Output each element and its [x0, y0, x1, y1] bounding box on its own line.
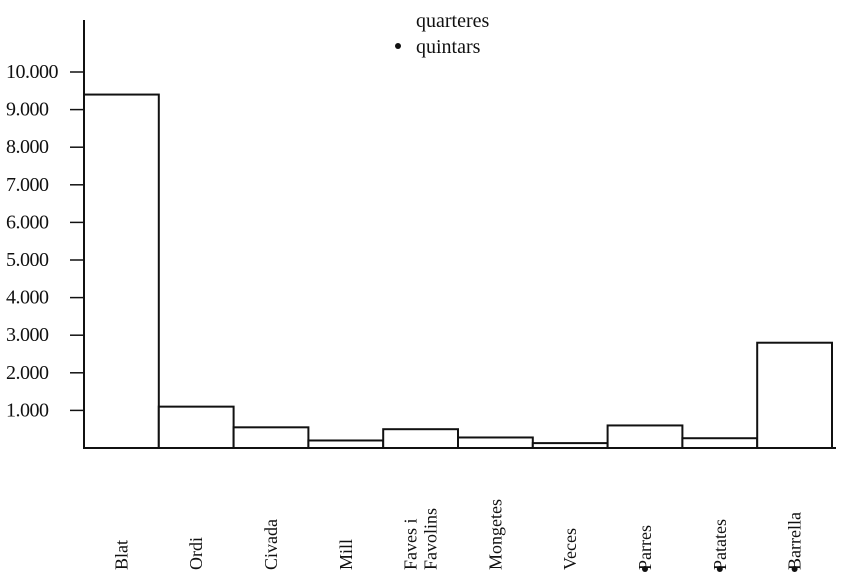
legend: quarteres quintars: [395, 10, 490, 58]
y-tick-label: 1.000: [6, 399, 49, 421]
category-label-text: Barrella: [785, 512, 805, 570]
y-tick-label: 9.000: [6, 99, 49, 121]
quintars-bullet-icon: [642, 566, 648, 572]
bar: [457, 436, 534, 449]
category-labels: Blat Ordi Civada Mill Faves i Favolins Mongete…: [111, 499, 805, 572]
category-label-text: Civada: [261, 519, 281, 570]
category-label: Mill: [336, 539, 356, 570]
quintars-bullet-icon: [716, 566, 723, 572]
category-label: Patates: [710, 519, 730, 572]
category-label: Mongetes: [485, 499, 505, 570]
quintars-bullet-icon: [791, 566, 798, 572]
bars: [83, 93, 834, 450]
y-tick-label: 5.000: [6, 249, 49, 271]
bar: [606, 424, 684, 450]
legend-bullet-icon: [395, 43, 401, 49]
category-label: Civada: [261, 519, 281, 570]
y-tick-label: 2.000: [6, 362, 49, 384]
y-tick-label: 7.000: [6, 174, 49, 196]
bar: [756, 341, 834, 449]
bar: [681, 437, 759, 449]
bar: [382, 428, 460, 450]
category-label: Ordi: [186, 537, 206, 570]
y-tick-label: 10.000: [6, 61, 59, 83]
bar: [83, 93, 160, 449]
category-label: Faves i Favolins: [401, 508, 441, 570]
category-label-text: Favolins: [421, 508, 441, 570]
category-label-text: Veces: [560, 528, 580, 570]
category-label-text: Ordi: [186, 537, 206, 570]
axes: [83, 20, 836, 449]
category-label: Barrella: [785, 512, 805, 572]
category-label-text: Mongetes: [485, 499, 505, 570]
category-label-text: Parres: [635, 525, 655, 570]
bar: [307, 439, 385, 450]
y-tick-label: 4.000: [6, 287, 49, 309]
y-tick-label: 3.000: [6, 324, 49, 346]
y-axis-ticks: 1.000 2.000 3.000 4.000 5.000 6.000 7.000 8.000…: [6, 61, 84, 421]
bar: [232, 426, 310, 450]
legend-entry: quarteres: [416, 10, 490, 32]
y-tick-label: 8.000: [6, 136, 49, 158]
category-label: Parres: [635, 525, 655, 572]
bar: [157, 405, 235, 450]
y-tick-label: 6.000: [6, 211, 49, 233]
category-label-text: Blat: [111, 540, 131, 570]
category-label: Veces: [560, 528, 580, 570]
category-label-text: Patates: [710, 519, 730, 570]
category-label-text: Mill: [336, 539, 356, 570]
category-label: Blat: [111, 540, 131, 570]
category-label-text: Faves i: [401, 519, 421, 571]
legend-entry: quintars: [416, 36, 481, 58]
